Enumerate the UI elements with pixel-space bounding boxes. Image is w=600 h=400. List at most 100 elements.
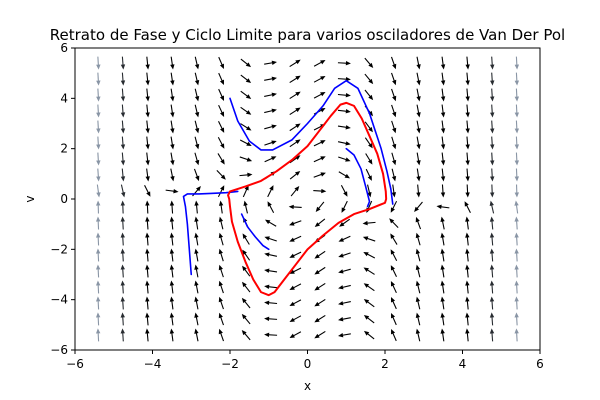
field-arrow — [218, 72, 224, 86]
field-arrow — [391, 72, 397, 86]
field-arrow — [240, 106, 252, 115]
field-arrow — [289, 251, 302, 258]
field-arrow — [169, 312, 175, 326]
field-arrow — [145, 280, 150, 294]
field-arrow — [145, 328, 150, 342]
field-arrow — [194, 216, 199, 230]
field-arrow — [216, 169, 226, 180]
field-arrow — [440, 328, 445, 342]
field-arrow — [337, 141, 351, 146]
field-arrow — [338, 171, 351, 179]
field-arrow — [440, 280, 445, 294]
field-arrow — [314, 282, 326, 291]
field-arrow — [241, 297, 251, 309]
field-arrow — [145, 88, 150, 102]
x-tick-label: 0 — [304, 357, 312, 371]
field-arrow — [465, 136, 470, 150]
field-arrow — [194, 248, 199, 262]
field-arrow — [364, 137, 373, 149]
field-arrow — [465, 280, 470, 294]
field-arrow — [120, 88, 126, 102]
x-tick-label: 6 — [536, 357, 544, 371]
field-arrow — [390, 297, 397, 310]
field-arrow — [364, 73, 374, 85]
field-arrow — [367, 184, 372, 198]
field-arrow — [194, 328, 199, 342]
field-arrow — [194, 120, 200, 134]
x-tick-label: −6 — [66, 357, 84, 371]
field-arrow — [338, 301, 351, 306]
trajectory-line — [240, 213, 270, 251]
field-arrow — [465, 152, 470, 166]
field-arrow — [514, 56, 520, 70]
field-arrow — [364, 57, 374, 69]
field-arrow — [465, 312, 470, 326]
field-arrow — [289, 75, 301, 84]
field-arrow — [218, 200, 224, 214]
x-tick-label: −2 — [221, 357, 239, 371]
field-arrow — [514, 248, 519, 262]
x-axis: −6 −4 −2 0 2 4 6 — [66, 350, 544, 371]
field-arrow — [514, 264, 519, 278]
field-arrow — [440, 248, 445, 262]
field-arrow — [120, 328, 125, 342]
field-arrow — [95, 312, 101, 326]
field-arrow — [120, 216, 125, 230]
field-arrow — [390, 249, 398, 261]
field-arrow — [264, 284, 278, 289]
x-axis-label: x — [304, 379, 311, 393]
field-arrow — [440, 120, 446, 134]
field-arrow — [489, 232, 495, 246]
field-arrow — [95, 296, 101, 310]
field-arrow — [440, 56, 446, 70]
field-arrow — [170, 104, 175, 118]
field-arrow — [390, 200, 398, 213]
x-tick-label: 4 — [459, 357, 467, 371]
limit-cycle-line — [227, 101, 388, 297]
field-arrow — [145, 152, 150, 166]
field-arrow — [416, 120, 421, 134]
field-arrow — [364, 121, 373, 133]
field-arrow — [391, 152, 397, 166]
field-arrow — [289, 107, 301, 116]
field-arrow — [464, 201, 471, 214]
field-arrow — [95, 216, 101, 230]
x-tick-label: 2 — [381, 357, 389, 371]
field-arrow — [242, 265, 251, 277]
y-axis: −6 −4 −2 0 2 4 6 — [50, 41, 75, 357]
field-arrow — [120, 120, 126, 134]
field-arrow — [313, 92, 326, 99]
field-arrow — [169, 280, 175, 294]
field-arrow — [145, 232, 150, 246]
field-arrow — [490, 120, 495, 134]
field-arrow — [416, 72, 421, 86]
vector-field — [95, 56, 520, 342]
field-arrow — [240, 90, 252, 99]
field-arrow — [465, 168, 470, 182]
field-arrow — [289, 139, 301, 148]
field-arrow — [170, 168, 175, 182]
field-arrow — [489, 328, 495, 342]
field-arrow — [145, 104, 150, 118]
field-arrow — [169, 328, 175, 342]
field-arrow — [465, 296, 470, 310]
field-arrow — [194, 200, 199, 214]
field-arrow — [145, 312, 150, 326]
field-arrow — [96, 168, 101, 182]
field-arrow — [391, 328, 397, 342]
field-arrow — [218, 88, 225, 101]
field-arrow — [313, 188, 327, 194]
field-arrow — [490, 88, 495, 102]
field-arrow — [514, 200, 519, 214]
field-arrow — [314, 266, 326, 275]
field-arrow — [391, 88, 397, 102]
field-arrow — [390, 56, 397, 70]
field-arrow — [313, 75, 326, 83]
field-arrow — [289, 123, 301, 132]
field-arrow — [391, 312, 397, 326]
field-arrow — [440, 216, 445, 230]
field-arrow — [514, 296, 519, 310]
field-arrow — [194, 88, 200, 102]
field-arrow — [218, 296, 224, 310]
